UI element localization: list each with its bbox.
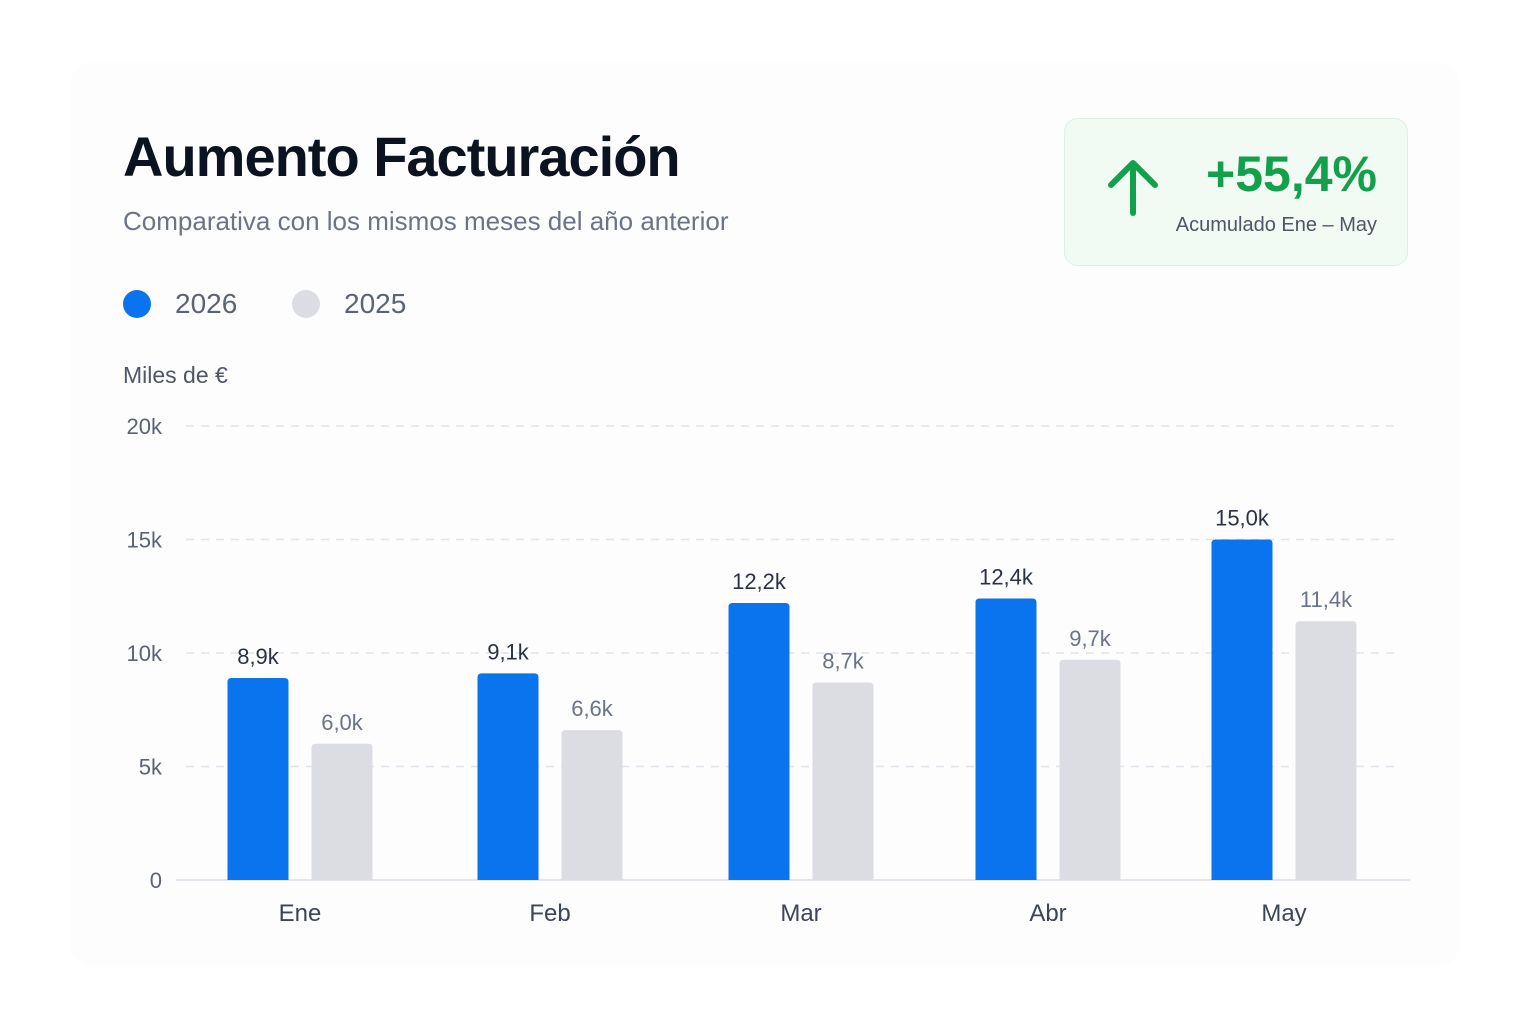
data-label: 8,9k [237,644,280,669]
data-label: 8,7k [822,649,865,674]
chart-title: Aumento Facturación [123,125,681,188]
chart-subtitle: Comparativa con los mismos meses del año… [123,206,729,236]
y-tick-label: 10k [127,641,163,666]
data-label: 11,4k [1300,587,1353,612]
legend-swatch-2025 [292,290,320,318]
kpi-value: +55,4% [1206,146,1377,202]
bar-2026-ene [227,677,289,880]
legend-label-2025: 2025 [344,288,407,319]
bar-2025-mar [812,682,874,880]
data-label: 9,1k [487,639,530,664]
bar-2025-abr [1059,659,1121,880]
x-tick-label-ene: Ene [279,900,322,927]
data-label: 12,4k [979,565,1034,590]
legend-label-2026: 2026 [175,288,238,319]
bar-2026-feb [477,673,539,880]
x-tick-label-abr: Abr [1029,900,1066,927]
bar-2026-abr [975,598,1037,880]
x-tick-label-feb: Feb [529,900,570,927]
data-label: 9,7k [1069,626,1112,651]
legend-swatch-2026 [123,290,151,318]
bar-2025-ene [311,743,373,880]
kpi-card: +55,4% Acumulado Ene – May [1064,118,1408,266]
y-tick-label: 0 [150,868,162,893]
y-tick-label: 15k [127,528,163,553]
bar-2025-may [1295,621,1357,880]
bar-2026-mar [728,603,790,880]
y-tick-label: 5k [139,755,163,780]
bar-2026-may [1211,539,1273,880]
x-tick-label-mar: Mar [780,900,821,927]
data-label: 12,2k [732,569,787,594]
data-label: 6,0k [321,710,364,735]
data-label: 15,0k [1215,506,1270,531]
bar-2025-feb [561,730,623,880]
arrow-up-icon [1108,160,1158,216]
data-label: 6,6k [571,696,614,721]
kpi-label: Acumulado Ene – May [1175,214,1377,236]
y-tick-label: 20k [127,414,163,439]
y-axis-label: Miles de € [123,362,228,388]
x-tick-label-may: May [1261,900,1306,927]
